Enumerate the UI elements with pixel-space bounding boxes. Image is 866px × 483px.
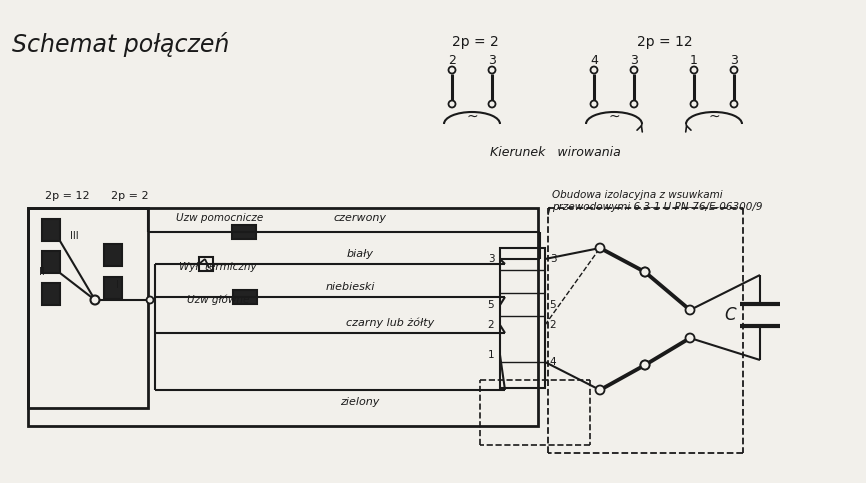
Circle shape <box>596 385 604 395</box>
FancyBboxPatch shape <box>232 225 256 239</box>
Text: ~: ~ <box>466 110 478 124</box>
Text: czarny lub żółty: czarny lub żółty <box>346 318 434 328</box>
Text: 2p = 12: 2p = 12 <box>637 35 693 49</box>
Text: 2: 2 <box>488 320 494 330</box>
Text: 3: 3 <box>488 254 494 264</box>
Text: przewodowymi 6.3-1 U PN-76/E-06300/9: przewodowymi 6.3-1 U PN-76/E-06300/9 <box>552 202 762 212</box>
Circle shape <box>488 67 495 73</box>
Text: niebieski: niebieski <box>326 282 375 292</box>
Text: Uzw pomocnicze: Uzw pomocnicze <box>177 213 263 223</box>
Text: Kierunek   wirowania: Kierunek wirowania <box>489 145 620 158</box>
Text: I: I <box>115 280 119 290</box>
FancyBboxPatch shape <box>233 290 257 304</box>
FancyBboxPatch shape <box>42 283 60 305</box>
Circle shape <box>690 67 697 73</box>
Text: 5: 5 <box>550 300 556 310</box>
FancyBboxPatch shape <box>42 219 60 241</box>
Circle shape <box>91 296 100 304</box>
Text: C: C <box>724 306 736 324</box>
Text: ~: ~ <box>708 110 720 124</box>
Circle shape <box>488 100 495 108</box>
Text: 2p = 12: 2p = 12 <box>45 191 89 201</box>
Circle shape <box>146 297 153 303</box>
FancyBboxPatch shape <box>104 277 122 299</box>
Circle shape <box>731 67 738 73</box>
Circle shape <box>591 67 598 73</box>
Text: 4: 4 <box>590 54 598 67</box>
Text: Wył  termiczny: Wył termiczny <box>179 262 257 272</box>
Text: 1: 1 <box>488 350 494 360</box>
Circle shape <box>591 100 598 108</box>
Text: II: II <box>39 267 45 277</box>
Text: czerwony: czerwony <box>333 213 386 223</box>
Text: 1: 1 <box>690 54 698 67</box>
Text: 3: 3 <box>488 54 496 67</box>
Circle shape <box>449 100 456 108</box>
Circle shape <box>686 333 695 342</box>
Text: Uzw główne: Uzw główne <box>187 295 249 305</box>
Text: 3: 3 <box>730 54 738 67</box>
Text: 4: 4 <box>550 357 556 367</box>
Circle shape <box>686 306 695 314</box>
Circle shape <box>596 243 604 253</box>
Text: 2p = 2: 2p = 2 <box>452 35 498 49</box>
FancyBboxPatch shape <box>104 244 122 266</box>
Text: 2: 2 <box>448 54 456 67</box>
Text: 3: 3 <box>630 54 638 67</box>
Circle shape <box>641 268 650 276</box>
Text: III: III <box>69 231 78 241</box>
Circle shape <box>630 67 637 73</box>
Circle shape <box>641 360 650 369</box>
Text: 5: 5 <box>488 300 494 310</box>
Circle shape <box>690 100 697 108</box>
Circle shape <box>731 100 738 108</box>
Circle shape <box>641 360 650 369</box>
Circle shape <box>630 100 637 108</box>
Text: biały: biały <box>346 249 373 259</box>
Text: Schemat połączeń: Schemat połączeń <box>12 32 229 57</box>
FancyBboxPatch shape <box>42 251 60 273</box>
Text: 3: 3 <box>550 254 556 264</box>
Circle shape <box>449 67 456 73</box>
Text: Obudowa izolacyjna z wsuwkami: Obudowa izolacyjna z wsuwkami <box>552 190 722 200</box>
Text: zielony: zielony <box>340 397 379 407</box>
Text: 2p = 2: 2p = 2 <box>111 191 149 201</box>
Text: ~: ~ <box>608 110 620 124</box>
Circle shape <box>641 268 650 276</box>
Text: 2: 2 <box>550 320 556 330</box>
